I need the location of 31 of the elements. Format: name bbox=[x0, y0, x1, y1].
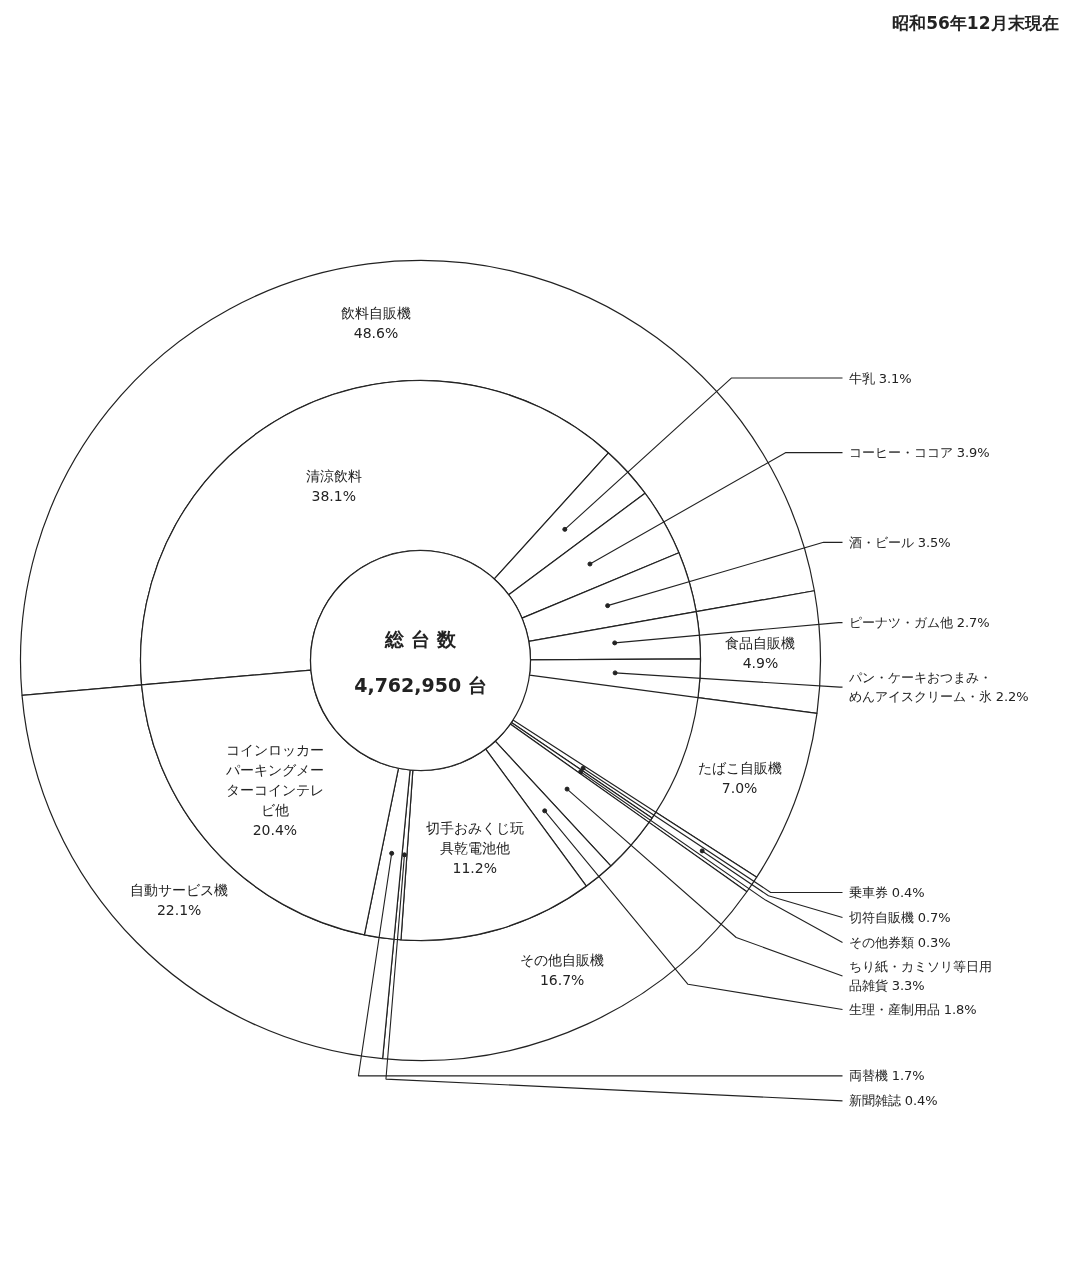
slice-label: 生理・産制用品 1.8% bbox=[848, 1001, 977, 1017]
slice-label: ピーナツ・ガム他 2.7% bbox=[848, 615, 990, 631]
slice-label: コインロッカーパーキングメーターコインテレビ他 bbox=[224, 742, 324, 819]
data-label: 22.1% bbox=[156, 901, 202, 918]
slice-label: 切符自販機 0.7% bbox=[848, 909, 951, 925]
data-label: 48.6% bbox=[353, 325, 399, 342]
slice-label: 切手おみくじ玩具乾電池他 bbox=[425, 819, 524, 856]
slice-label: パン・ケーキおつまみ・めんアイスクリーム・氷 2.2% bbox=[847, 670, 1029, 705]
text: 総 台 数 bbox=[384, 627, 457, 650]
data-label: 11.2% bbox=[452, 859, 498, 876]
slice-label: 牛乳 3.1% bbox=[848, 370, 912, 386]
slice-label: 新聞雑誌 0.4% bbox=[848, 1093, 938, 1109]
slice-label: 酒・ビール 3.5% bbox=[848, 534, 951, 550]
data-label: 20.4% bbox=[252, 822, 298, 839]
slice-label: その他自販機 bbox=[520, 951, 605, 968]
slice-label: 清涼飲料 bbox=[305, 467, 362, 484]
slice-label: その他券類 0.3% bbox=[848, 934, 951, 950]
slice-label: 乗車券 0.4% bbox=[848, 884, 925, 900]
data-label: 38.1% bbox=[311, 487, 356, 504]
slice-label: たばこ自販機 bbox=[697, 759, 782, 776]
slice-label: 両替機 1.7% bbox=[848, 1068, 925, 1084]
slice-label: コーヒー・ココア 3.9% bbox=[848, 445, 990, 461]
chart-subtitle: 昭和56年12月末現在 bbox=[892, 12, 1059, 33]
slice-label: ちり紙・カミソリ等日用品雑貨 3.3% bbox=[848, 959, 992, 993]
slice-label: 食品自販機 bbox=[725, 635, 796, 652]
data-label: 4.9% bbox=[742, 655, 779, 672]
text: 4,762,950 台 bbox=[354, 673, 487, 696]
data-label: 16.7% bbox=[539, 971, 585, 988]
slice-label: 飲料自販機 bbox=[341, 305, 411, 322]
data-label: 7.0% bbox=[721, 779, 758, 796]
slice-label: 自動サービス機 bbox=[130, 881, 229, 898]
